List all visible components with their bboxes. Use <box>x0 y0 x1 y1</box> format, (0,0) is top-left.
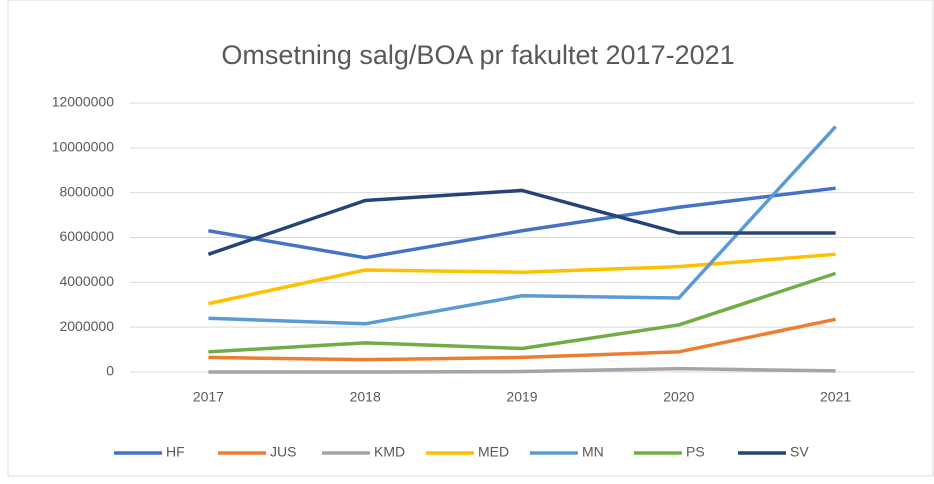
line-series <box>208 186 836 260</box>
legend-label: PS <box>686 444 705 460</box>
y-tick-label: 10000000 <box>52 139 115 155</box>
x-tick-label: 2019 <box>506 389 537 405</box>
legend-label: HF <box>166 444 185 460</box>
x-tick-label: 2021 <box>820 389 851 405</box>
x-tick-label: 2018 <box>350 389 381 405</box>
legend-label: MN <box>582 444 604 460</box>
chart-title: Omsetning salg/BOA pr fakultet 2017-2021 <box>221 40 734 70</box>
line-series <box>208 366 836 374</box>
y-tick-label: 2000000 <box>59 318 114 334</box>
y-tick-label: 12000000 <box>52 94 115 110</box>
legend-label: SV <box>790 444 809 460</box>
legend-label: JUS <box>270 444 296 460</box>
x-tick-label: 2017 <box>193 389 224 405</box>
legend-label: KMD <box>374 444 405 460</box>
y-tick-label: 8000000 <box>59 183 114 199</box>
x-tick-label: 2020 <box>663 389 694 405</box>
line-series <box>208 252 836 306</box>
legend-label: MED <box>478 444 509 460</box>
y-tick-label: 4000000 <box>59 273 114 289</box>
line-series <box>208 271 837 354</box>
line-series <box>207 188 836 256</box>
y-tick-label: 0 <box>106 363 114 379</box>
line-series <box>208 317 836 362</box>
y-tick-label: 6000000 <box>59 228 114 244</box>
line-series <box>208 125 837 326</box>
